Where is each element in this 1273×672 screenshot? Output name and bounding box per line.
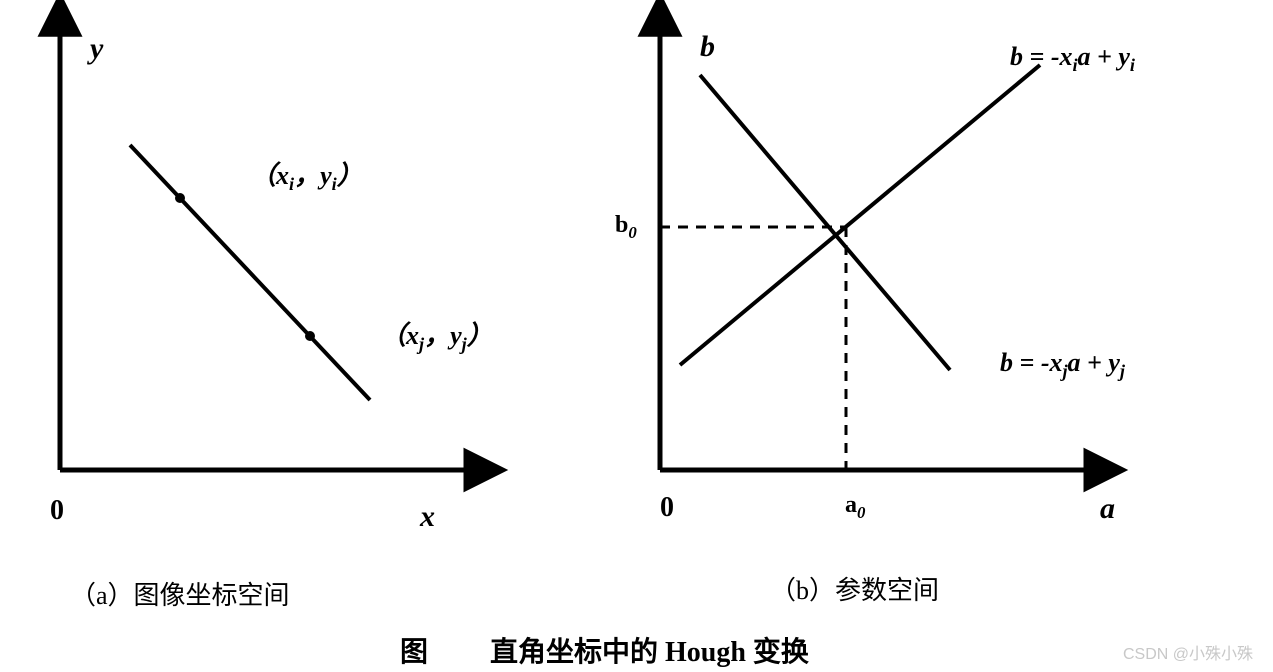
right-plot	[0, 0, 1200, 520]
param-line-i	[680, 65, 1040, 365]
b0-label: b0	[615, 212, 637, 243]
left-subtitle: （a）图像坐标空间	[70, 575, 290, 612]
a0-label: a0	[845, 492, 865, 523]
figure-container: y x 0 （xi，yi） （xj，yj） （a）图像坐标空间 b a 0 b0…	[0, 0, 1273, 672]
watermark: CSDN @小殊小殊	[1123, 640, 1253, 664]
right-origin-label: 0	[660, 492, 674, 524]
param-line-j	[700, 75, 950, 370]
eq-j-label: b = -xja + yj	[1000, 348, 1125, 382]
caption-text: 直角坐标中的 Hough 变换	[490, 630, 809, 670]
eq-i-label: b = -xia + yi	[1010, 42, 1135, 76]
right-subtitle: （b）参数空间	[770, 570, 939, 607]
caption-prefix: 图	[400, 630, 428, 670]
right-a-axis-label: a	[1100, 492, 1115, 526]
right-b-axis-label: b	[700, 30, 715, 64]
